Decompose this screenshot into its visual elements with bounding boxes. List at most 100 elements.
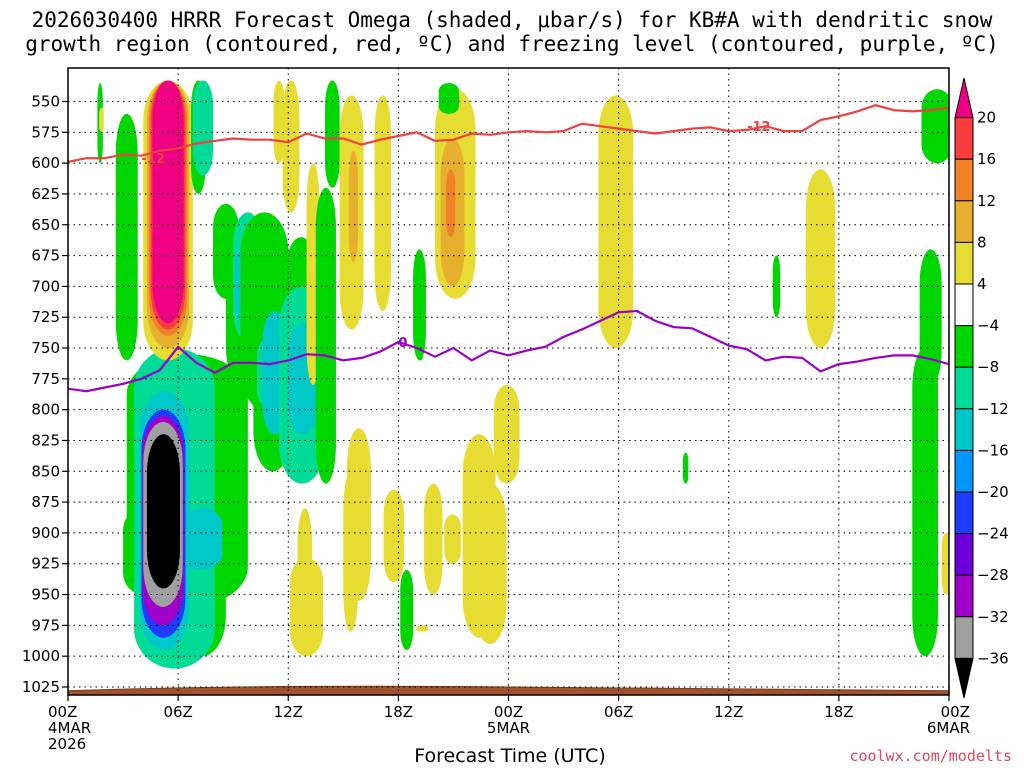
lift-4630z-b xyxy=(912,348,938,657)
x-tick-label: 06Z xyxy=(163,703,192,721)
rise-23z xyxy=(493,385,520,484)
y-tick-label: 1025 xyxy=(22,678,60,696)
colorbar-label: −28 xyxy=(977,566,1009,584)
colorbar-label: −16 xyxy=(977,441,1009,459)
rise-1130z xyxy=(273,80,285,164)
contour-label: 0 xyxy=(398,336,407,351)
y-tick-label: 800 xyxy=(31,401,60,419)
colorbar-swatch xyxy=(954,449,974,493)
x-tick-label: 00Z xyxy=(941,703,970,721)
rise-1530z-low2 xyxy=(343,471,358,632)
colorbar-swatch xyxy=(954,408,974,451)
x-tick-label: 12Z xyxy=(714,703,743,721)
credit-link[interactable]: coolwx.com/modelts xyxy=(849,747,1012,765)
x-tick-label: 00Z xyxy=(494,703,523,721)
lift-07z-upper xyxy=(192,80,213,176)
sink-black-06z xyxy=(146,434,180,589)
rise-12z-up xyxy=(282,80,300,213)
colorbar-bottom-arrow xyxy=(954,657,974,699)
y-tick-label: 550 xyxy=(31,93,60,111)
rise-2130z-b xyxy=(444,514,461,564)
rise-1330z-bot xyxy=(290,557,324,657)
y-tick-label: 750 xyxy=(31,339,60,357)
colorbar-label: 16 xyxy=(977,150,996,168)
rise-48z xyxy=(941,532,949,595)
contour-label: -12 xyxy=(747,120,771,135)
colorbar-swatch xyxy=(954,366,974,410)
colorbar-label: −8 xyxy=(977,358,999,376)
lift-47z-top xyxy=(921,89,949,164)
rise-1930z-low xyxy=(416,625,428,632)
colorbar-label: −36 xyxy=(977,649,1009,667)
x-tick-year: 2026 xyxy=(48,735,86,753)
colorbar-swatch xyxy=(954,117,974,160)
y-tick-label: 575 xyxy=(31,123,60,141)
contour-line-0 xyxy=(68,309,949,393)
lift-20z-top xyxy=(438,83,459,114)
colorbar-label: 12 xyxy=(977,192,996,210)
y-tick-label: 925 xyxy=(31,555,60,573)
colorbar-swatch xyxy=(954,616,974,659)
lift-1930z-b xyxy=(416,311,425,361)
lift-1330z xyxy=(315,187,336,484)
colorbar-swatch xyxy=(954,325,974,368)
colorbar-top-arrow xyxy=(954,77,974,119)
colorbar-swatch xyxy=(954,200,974,243)
colorbar-label: −4 xyxy=(977,317,999,335)
y-tick-label: 950 xyxy=(31,586,60,604)
rise-1530z-gold xyxy=(348,150,358,262)
y-tick-label: 725 xyxy=(31,308,60,326)
y-tick-label: 700 xyxy=(31,277,60,295)
y-tick-label: 975 xyxy=(31,616,60,634)
x-tick-label: 18Z xyxy=(824,703,853,721)
y-axis: 550 575 600 625 650 675 700 725 750 775 800 825 850 8… xyxy=(22,93,68,696)
x-tick-date: 4MAR xyxy=(48,719,91,737)
y-tick-label: 875 xyxy=(31,493,60,511)
x-tick-date: 6MAR xyxy=(927,719,970,737)
y-tick-label: 775 xyxy=(31,370,60,388)
colorbar-swatch xyxy=(954,491,974,535)
colorbar-swatch xyxy=(954,283,974,327)
colorbar-swatch xyxy=(954,241,974,285)
x-tick-label: 18Z xyxy=(384,703,413,721)
omega-colorbar: 20 16 12 8 4 −4 −8 −12 −16 −20 −24 −28 −32 −36 xyxy=(954,77,1009,699)
y-tick-label: 1000 xyxy=(22,647,60,665)
y-tick-label: 900 xyxy=(31,524,60,542)
contour-label: -12 xyxy=(141,152,165,167)
rise-29z xyxy=(598,95,634,349)
colorbar-label: 20 xyxy=(977,109,996,127)
x-axis-title: Forecast Time (UTC) xyxy=(414,745,606,767)
chart-title: 2026030400 HRRR Forecast Omega (shaded, … xyxy=(0,8,1024,56)
rise-06z-magenta xyxy=(152,80,184,324)
colorbar-label: 4 xyxy=(977,275,987,293)
rise-2130z xyxy=(473,483,507,644)
y-tick-label: 650 xyxy=(31,216,60,234)
y-tick-label: 825 xyxy=(31,431,60,449)
colorbar-label: −24 xyxy=(977,525,1009,543)
rise-20z-low xyxy=(424,483,443,595)
x-tick-label: 06Z xyxy=(604,703,633,721)
colorbar-swatch xyxy=(954,533,974,576)
x-tick-label: 00Z xyxy=(48,703,77,721)
lift-1430z xyxy=(324,80,340,188)
rise-20z-orange xyxy=(446,169,456,238)
y-tick-label: 600 xyxy=(31,154,60,172)
temperature-contours: -12 -12 0 xyxy=(68,104,949,393)
chart-title-line-2: growth region (contoured, red, ºC) and f… xyxy=(25,32,999,56)
contour-line--12 xyxy=(68,104,949,163)
y-tick-label: 850 xyxy=(31,462,60,480)
colorbar-swatch xyxy=(954,574,974,618)
lift-34z xyxy=(682,452,689,484)
colorbar-label: −12 xyxy=(977,400,1009,418)
y-tick-label: 675 xyxy=(31,247,60,265)
rise-42z xyxy=(805,169,836,349)
omega-shading xyxy=(97,80,949,669)
colorbar-label: −20 xyxy=(977,483,1009,501)
sink-teal-06z xyxy=(181,508,223,570)
lift-39z xyxy=(772,255,781,318)
colorbar-swatch xyxy=(954,158,974,202)
x-tick-date: 5MAR xyxy=(487,719,530,737)
rise-17z xyxy=(374,95,392,312)
